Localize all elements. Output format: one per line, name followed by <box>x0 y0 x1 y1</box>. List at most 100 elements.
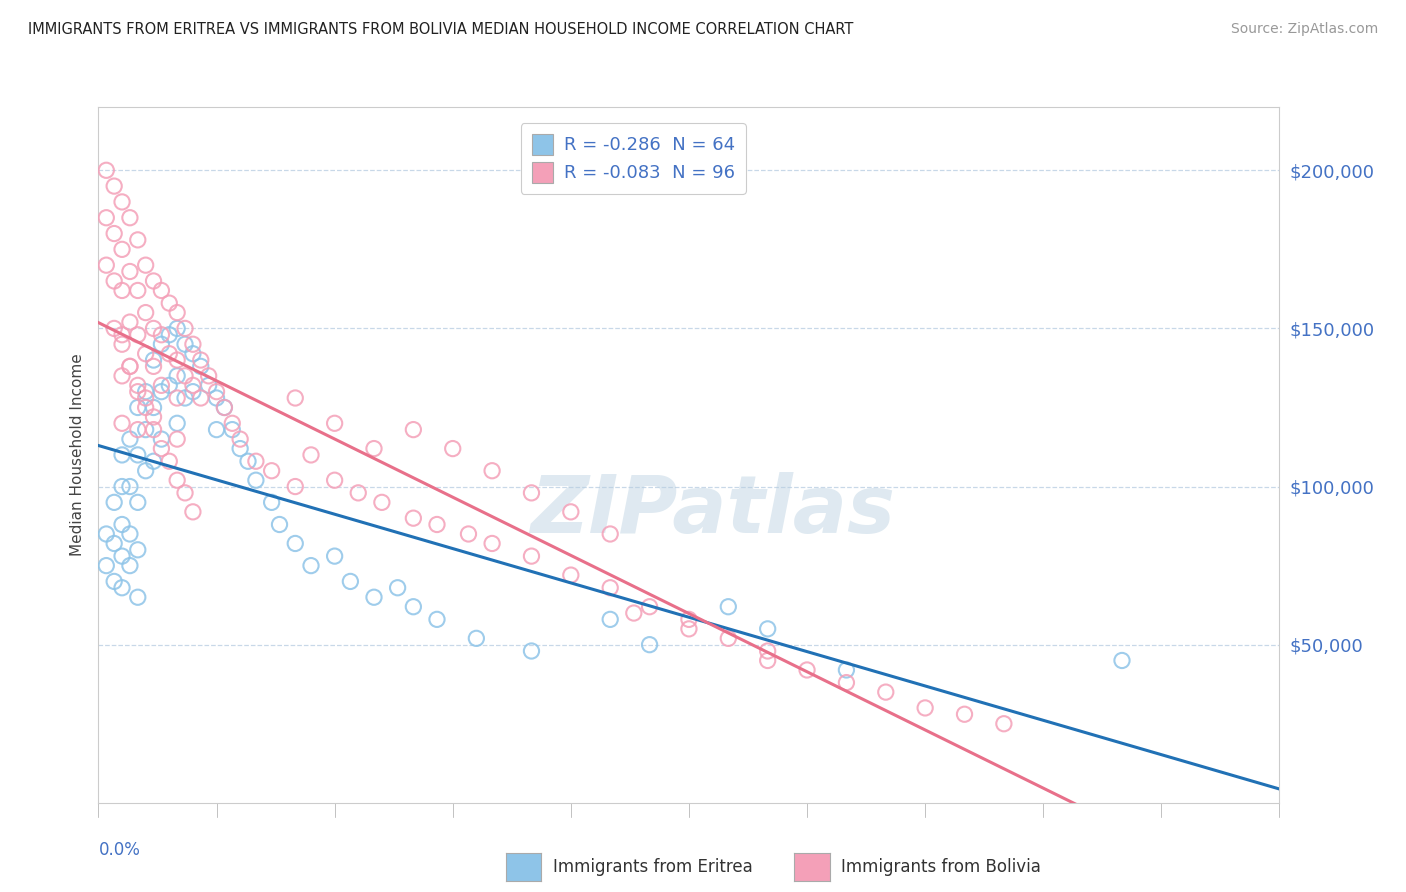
Point <box>174 368 197 383</box>
Point <box>174 391 197 405</box>
Point <box>284 536 307 550</box>
Point <box>111 368 134 383</box>
Point <box>260 495 283 509</box>
Point <box>914 701 936 715</box>
Point <box>127 448 149 462</box>
Point <box>142 353 165 368</box>
Point <box>142 423 165 437</box>
Point <box>127 233 149 247</box>
Point <box>142 359 165 374</box>
Text: Immigrants from Eritrea: Immigrants from Eritrea <box>553 858 752 876</box>
Point <box>221 423 243 437</box>
Point <box>166 432 188 446</box>
Point <box>150 432 173 446</box>
Point <box>96 558 118 573</box>
Point <box>127 542 149 557</box>
Point <box>339 574 361 589</box>
Point <box>181 384 204 399</box>
Point <box>111 243 134 257</box>
Point <box>135 347 157 361</box>
Point <box>560 568 582 582</box>
Point <box>150 384 173 399</box>
Point <box>481 464 503 478</box>
Point <box>835 675 858 690</box>
Point <box>1111 653 1133 667</box>
Legend: R = -0.286  N = 64, R = -0.083  N = 96: R = -0.286 N = 64, R = -0.083 N = 96 <box>520 123 747 194</box>
Point <box>127 327 149 342</box>
Point <box>157 296 180 310</box>
Point <box>323 417 346 431</box>
Point <box>260 464 283 478</box>
Point <box>599 527 621 541</box>
Point <box>127 495 149 509</box>
Point <box>96 527 118 541</box>
Point <box>638 599 661 614</box>
Point <box>142 454 165 468</box>
Text: Immigrants from Bolivia: Immigrants from Bolivia <box>841 858 1040 876</box>
Point <box>402 599 425 614</box>
Point <box>174 337 197 351</box>
Point <box>245 454 267 468</box>
Point <box>103 495 125 509</box>
Point <box>197 368 219 383</box>
Point <box>441 442 464 456</box>
Point <box>103 574 125 589</box>
Point <box>150 337 173 351</box>
Point <box>756 653 779 667</box>
Point <box>96 211 118 225</box>
Point <box>166 305 188 319</box>
Point <box>111 448 134 462</box>
Point <box>190 359 212 374</box>
Point <box>150 327 173 342</box>
Point <box>363 591 385 605</box>
Point <box>520 644 543 658</box>
Point <box>103 227 125 241</box>
Point <box>599 612 621 626</box>
Point <box>214 401 236 415</box>
Point <box>181 378 204 392</box>
Point <box>127 378 149 392</box>
Point <box>465 632 488 646</box>
Point <box>717 632 740 646</box>
Point <box>181 337 204 351</box>
Point <box>269 517 291 532</box>
Point <box>157 327 180 342</box>
Text: ZIPatlas: ZIPatlas <box>530 472 896 549</box>
Point <box>953 707 976 722</box>
Point <box>111 284 134 298</box>
Point <box>118 558 141 573</box>
Point <box>118 359 141 374</box>
Point <box>135 384 157 399</box>
Point <box>402 423 425 437</box>
Point <box>197 378 219 392</box>
Point <box>205 391 228 405</box>
Point <box>118 315 141 329</box>
Point <box>638 638 661 652</box>
Point <box>426 612 449 626</box>
Point <box>181 505 204 519</box>
Point <box>599 581 621 595</box>
Point <box>111 337 134 351</box>
Point <box>387 581 409 595</box>
Point <box>157 454 180 468</box>
Point <box>214 401 236 415</box>
Point <box>118 264 141 278</box>
Point <box>135 258 157 272</box>
Point <box>875 685 897 699</box>
Point <box>118 527 141 541</box>
Point <box>678 622 700 636</box>
Point <box>111 581 134 595</box>
Point <box>150 442 173 456</box>
Point <box>481 536 503 550</box>
Point <box>402 511 425 525</box>
Point <box>103 536 125 550</box>
Point <box>111 479 134 493</box>
Point <box>127 284 149 298</box>
Point <box>623 606 645 620</box>
Point <box>174 486 197 500</box>
Point <box>142 274 165 288</box>
Point <box>135 464 157 478</box>
Point <box>174 321 197 335</box>
Point <box>135 423 157 437</box>
Point <box>96 163 118 178</box>
